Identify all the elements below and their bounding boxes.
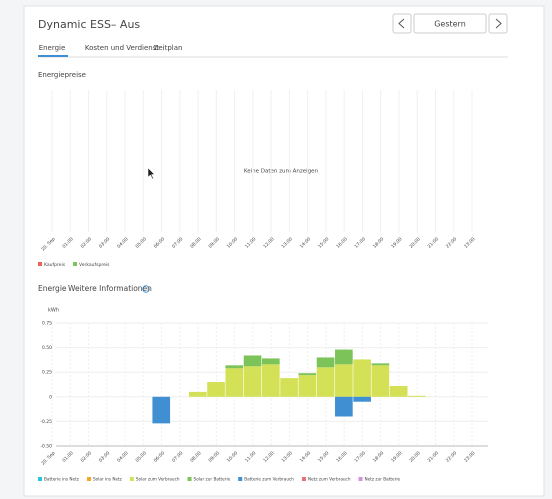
legend-swatch	[129, 477, 134, 481]
bar-segment	[353, 359, 371, 397]
y-tick-label: 0.50	[42, 345, 52, 351]
bar-segment	[188, 391, 207, 397]
legend-label: Solar ins Netz	[93, 477, 123, 482]
tab-underline	[38, 55, 68, 57]
legend-label: Verkaufspreis	[79, 262, 110, 268]
tab[interactable]: Kosten und Verdienst	[85, 44, 160, 52]
legend-label: Kaufpreis	[44, 262, 66, 268]
info-icon[interactable]	[142, 285, 150, 293]
y-tick-label: -0.50	[40, 444, 52, 450]
y-tick-label: 0.25	[42, 370, 52, 376]
legend-swatch	[86, 477, 91, 481]
bar-segment	[298, 375, 317, 397]
page-title: Dynamic ESS– Aus	[38, 18, 140, 31]
price-title: Energiepreise	[38, 71, 86, 79]
cursor	[147, 167, 156, 180]
date-button[interactable]	[413, 13, 487, 34]
prev-icon	[398, 18, 405, 29]
bar-segment	[408, 395, 426, 397]
bar-segment	[316, 367, 335, 397]
legend-swatch	[38, 262, 42, 266]
y-tick-label: 0.75	[42, 321, 52, 327]
energy-title: Energie	[38, 284, 67, 293]
legend-label: Batterie ins Netz	[44, 477, 80, 482]
bar-segment	[225, 365, 244, 369]
bar-segment	[243, 366, 262, 397]
legend-label: Batterie zum Verbrauch	[244, 477, 294, 482]
legend-swatch	[238, 477, 243, 481]
legend-swatch	[38, 477, 42, 481]
bar-segment	[371, 365, 390, 397]
bar-segment	[207, 382, 225, 397]
bar-segment	[298, 373, 317, 376]
bar-segment	[261, 358, 280, 365]
legend-swatch	[187, 477, 192, 481]
bar-segment	[353, 396, 371, 402]
legend-swatch	[301, 477, 306, 481]
bar-segment	[335, 349, 353, 365]
legend-label: Solar zum Verbrauch	[136, 477, 180, 482]
bar-segment	[316, 357, 335, 368]
tab[interactable]: Energie	[39, 44, 66, 52]
card	[23, 5, 545, 497]
next-icon	[495, 18, 502, 29]
legend-swatch	[73, 262, 78, 266]
y-unit: kWh	[48, 308, 59, 314]
legend-label: Solar zur Batterie	[194, 477, 231, 482]
bar-segment	[243, 355, 262, 367]
y-tick-label: -0.25	[40, 419, 52, 425]
empty-message: Keine Daten zum Anzeigen	[244, 169, 319, 175]
legend-swatch	[358, 477, 363, 481]
prev-button[interactable]	[392, 13, 412, 34]
date-label: Gestern	[434, 20, 466, 29]
y-tick-label: 0	[49, 394, 52, 400]
bar-segment	[152, 396, 171, 424]
bar-segment	[335, 364, 353, 397]
bar-segment	[371, 363, 390, 366]
bar-segment	[389, 385, 408, 397]
bar-segment	[225, 368, 244, 397]
bar-segment	[335, 396, 353, 417]
next-button[interactable]	[488, 13, 508, 34]
bar-segment	[261, 364, 280, 397]
tab[interactable]: Zeitplan	[154, 44, 183, 52]
legend-label: Netz zum Verbrauch	[308, 477, 351, 482]
legend-label: Netz zur Batterie	[365, 477, 401, 482]
bar-segment	[280, 378, 298, 397]
info-link[interactable]: Weitere Informationen	[68, 284, 152, 293]
